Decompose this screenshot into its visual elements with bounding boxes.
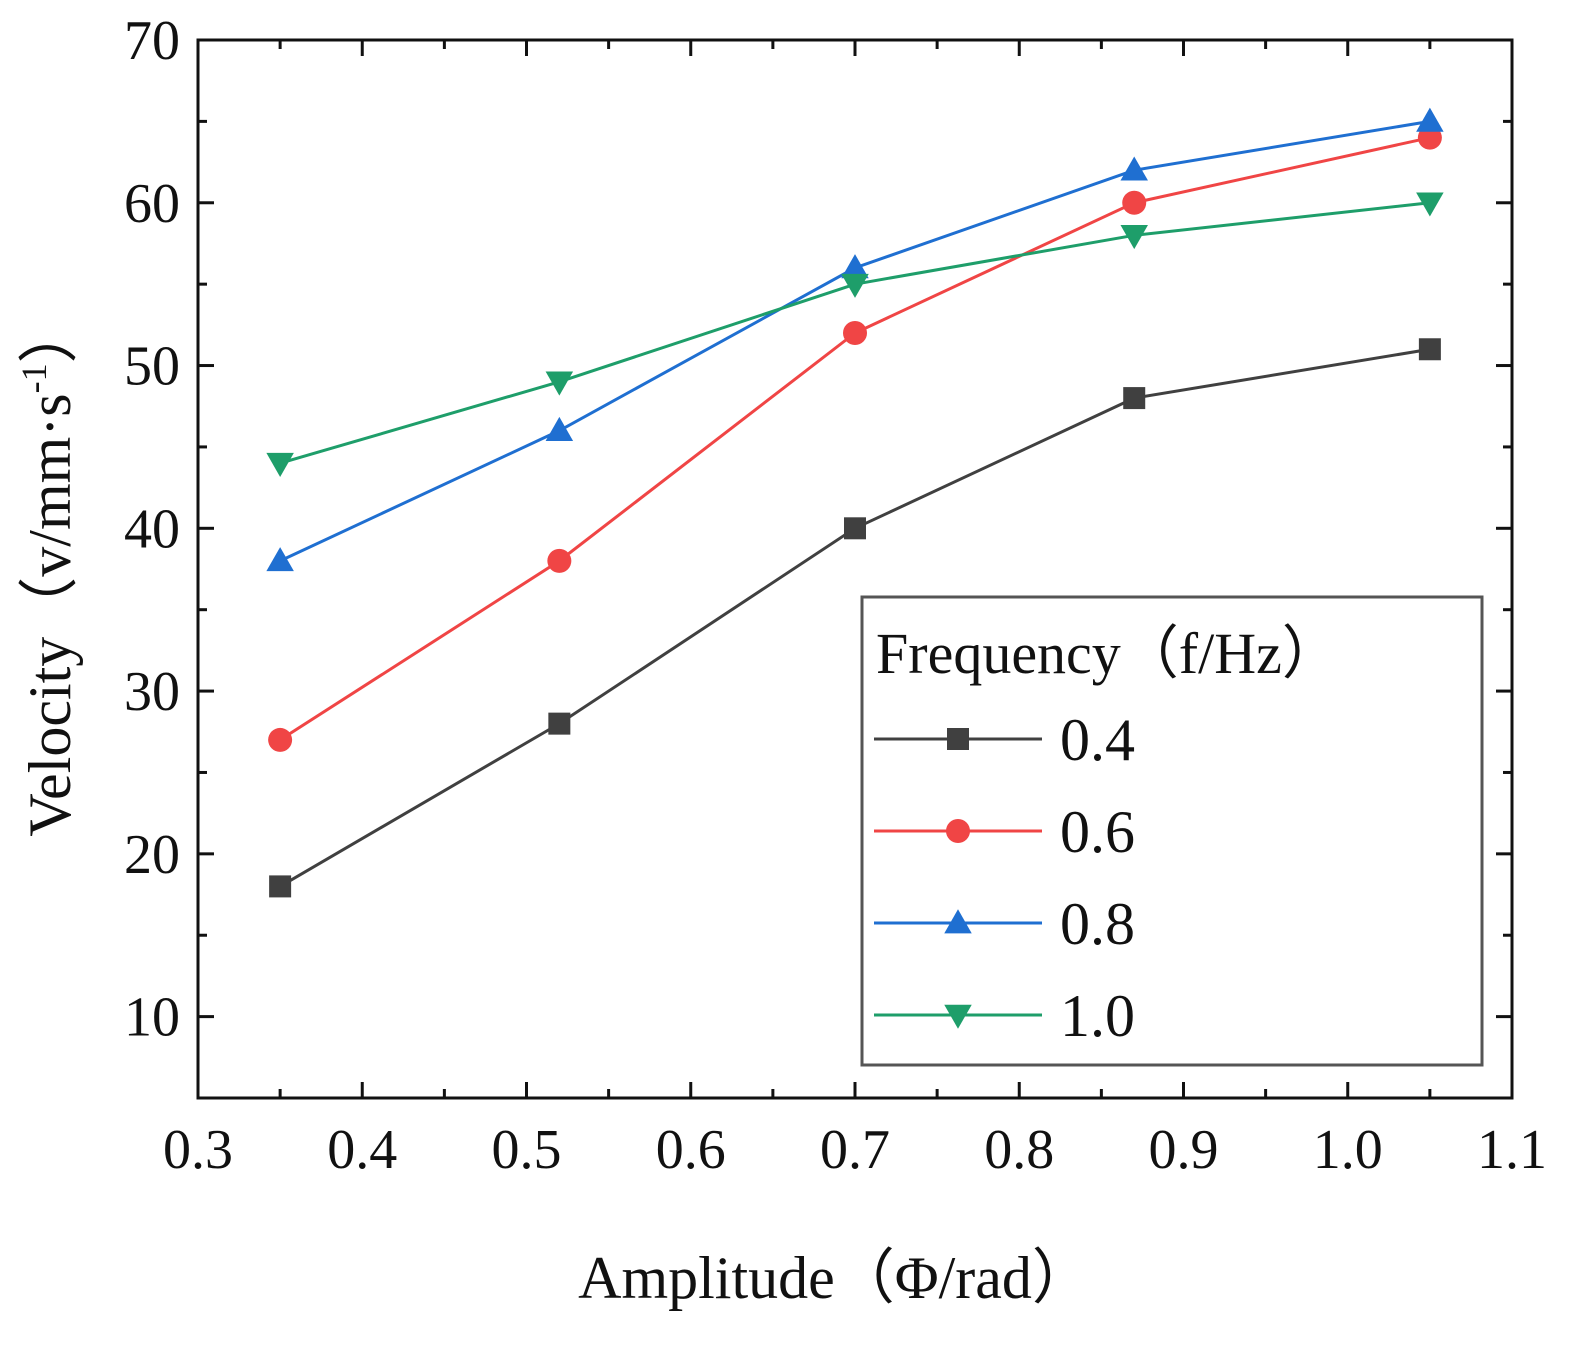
legend-item-1.0: 1.0 [874,983,1135,1049]
y-axis-title-close: ） [17,303,83,363]
x-tick-label: 0.4 [327,1119,397,1181]
y-axis-title-main: Velocity（v/mm·s [17,393,83,836]
legend-title: Frequency（f/Hz） [876,621,1340,686]
data-point [545,371,574,396]
y-tick-label: 20 [124,824,180,886]
y-tick-label: 70 [124,10,180,72]
x-tick-label: 1.0 [1313,1119,1383,1181]
y-axis-title-superscript: -1 [14,363,54,393]
data-point [1120,225,1148,250]
x-tick-label: 0.7 [820,1119,890,1181]
data-point [545,416,574,441]
data-point [547,548,572,573]
legend-label: 1.0 [1060,983,1135,1049]
data-point [266,452,294,477]
legend-marker [947,728,969,750]
x-tick-label: 0.6 [656,1119,726,1181]
data-point [841,273,869,298]
y-tick-label: 50 [124,336,180,398]
legend-item-0.8: 0.8 [874,891,1135,957]
data-point [1120,156,1148,181]
legend-label: 0.8 [1060,891,1135,957]
data-point [843,320,867,345]
y-tick-label: 60 [124,173,180,235]
x-tick-label: 0.3 [163,1119,233,1181]
y-tick-label: 10 [124,987,180,1049]
axes: 0.3 0.4 0.5 0.6 0.7 0.8 0.9 1.0 1.1 10 20 30 40 50 60 7… [124,10,1547,1181]
x-tick-label: 0.9 [1149,1119,1219,1181]
data-point [1416,107,1444,132]
series-0.8 [266,107,1444,572]
data-point [844,517,866,540]
y-tick-label: 40 [124,498,180,560]
data-point [1123,387,1146,410]
legend-marker [944,909,972,934]
data-point [268,727,293,752]
legend-item-0.6: 0.6 [874,799,1135,865]
legend-label: 0.6 [1060,799,1135,865]
data-point [266,547,294,572]
legend-marker [944,1004,972,1029]
data-point [269,875,292,898]
x-tick-label: 0.5 [492,1119,562,1181]
legend-item-0.4: 0.4 [874,707,1135,773]
series-0.4 [269,338,1441,898]
x-axis-title: Amplitude（Φ/rad） [578,1245,1092,1311]
x-tick-label: 0.8 [984,1119,1054,1181]
legend-label: 0.4 [1060,707,1135,773]
series-layer [266,107,1444,898]
data-point [841,254,869,279]
data-point [1416,192,1444,217]
y-tick-label: 30 [124,661,180,723]
y-axis-title: Velocity（v/mm·s-1） [14,303,83,836]
legend-marker [946,819,970,843]
legend: Frequency（f/Hz） 0.4 0.6 0.8 1.0 [860,595,1484,1067]
data-point [1418,338,1441,361]
series-1.0 [266,192,1444,477]
data-point [548,712,571,735]
x-tick-label: 1.1 [1477,1119,1547,1181]
data-point [1122,190,1147,215]
